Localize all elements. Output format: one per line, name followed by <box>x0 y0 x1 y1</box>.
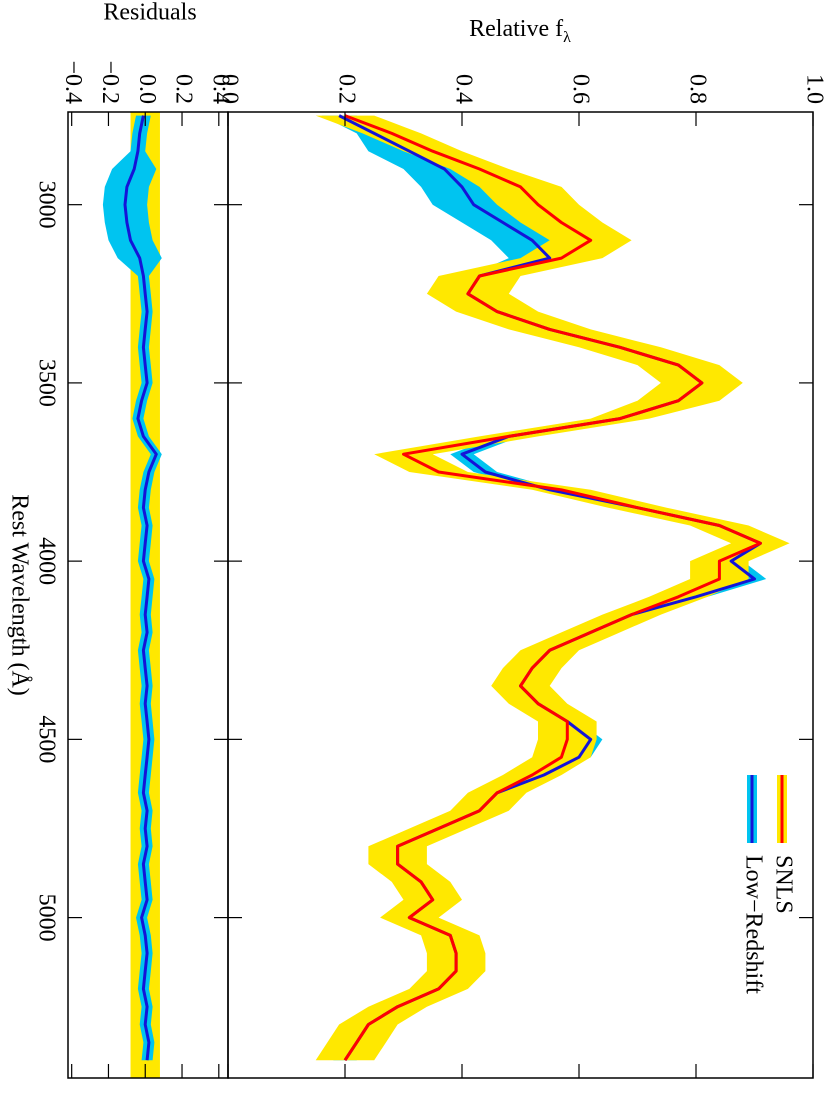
y-label-subscript: λ <box>563 29 571 46</box>
y-tick-label: 0.2 <box>171 74 197 104</box>
x-tick-label: 3000 <box>33 181 59 229</box>
y-tick-label: 1.0 <box>801 74 827 104</box>
x-tick-label: 5000 <box>33 894 59 942</box>
y-tick-label: −0.2 <box>97 60 123 104</box>
x-axis-label: Rest Wavelength (Å) <box>6 494 32 696</box>
y-tick-label: 0.6 <box>567 74 593 104</box>
y-tick-label: −0.4 <box>60 60 86 104</box>
residual-y-label: Residuals <box>103 0 196 26</box>
legend-label: SNLS <box>770 855 796 914</box>
spectrum-line <box>343 114 762 1062</box>
legend-label: Low−Redshift <box>740 855 766 994</box>
y-tick-label: 0.8 <box>684 74 710 104</box>
y-tick-label: 0.0 <box>134 74 160 104</box>
y-tick-label: 0.2 <box>333 74 359 104</box>
x-tick-label: 4500 <box>33 715 59 763</box>
x-tick-label: 3500 <box>33 359 59 407</box>
y-label-text: Relative f <box>469 16 563 42</box>
x-tick-label: 4000 <box>33 537 59 585</box>
rotated-plot: Relative fλ Residuals Rest Wavelength (Å… <box>6 0 828 1079</box>
panel-frame <box>67 111 229 1079</box>
y-tick-label: 0.0 <box>216 74 242 104</box>
y-axis-label: Relative fλ <box>469 16 571 47</box>
spectrum-line <box>123 115 158 1061</box>
y-tick-label: 0.4 <box>207 74 233 104</box>
y-tick-label: 0.4 <box>450 74 476 104</box>
error-band <box>315 115 790 1061</box>
